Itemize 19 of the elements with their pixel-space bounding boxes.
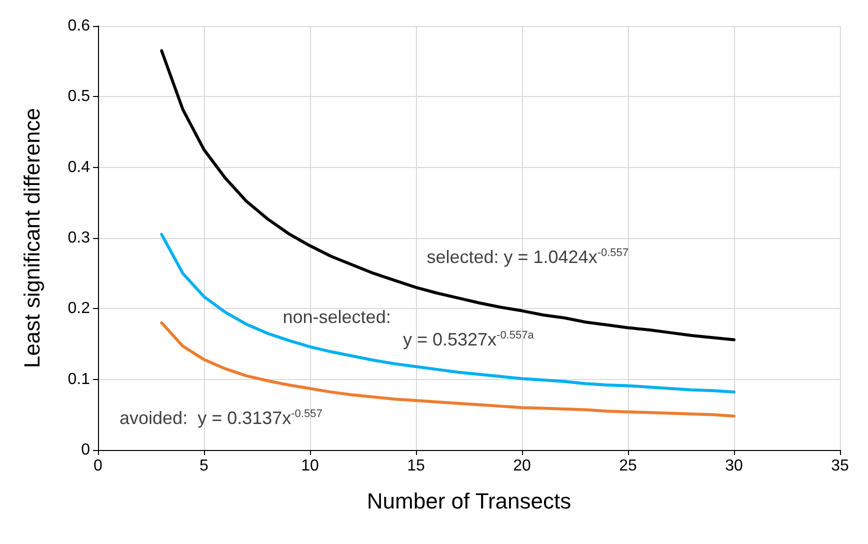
y-tick-label: 0.3 — [68, 230, 90, 246]
x-tick-label: 5 — [200, 458, 209, 474]
x-tick-label: 20 — [513, 458, 531, 474]
x-tick-label: 10 — [301, 458, 319, 474]
x-tick-label: 15 — [407, 458, 425, 474]
y-tick-label: 0.6 — [68, 18, 90, 34]
y-tick-label: 0.5 — [68, 88, 90, 106]
x-tick-label: 25 — [619, 458, 637, 474]
y-tick-label: 0.1 — [68, 370, 90, 388]
y-tick-label: 0 — [81, 442, 90, 458]
y-axis-title: Least significant difference — [20, 108, 44, 368]
x-tick-label: 30 — [725, 458, 743, 474]
y-tick-label: 0.4 — [68, 158, 90, 176]
x-axis-title: Number of Transects — [366, 488, 572, 514]
line-series — [160, 232, 736, 394]
x-tick-label: 35 — [831, 458, 849, 474]
annotation: non-selected: — [282, 307, 391, 328]
y-tick-label: 0.2 — [68, 300, 90, 318]
x-tick-label: 0 — [94, 458, 103, 474]
